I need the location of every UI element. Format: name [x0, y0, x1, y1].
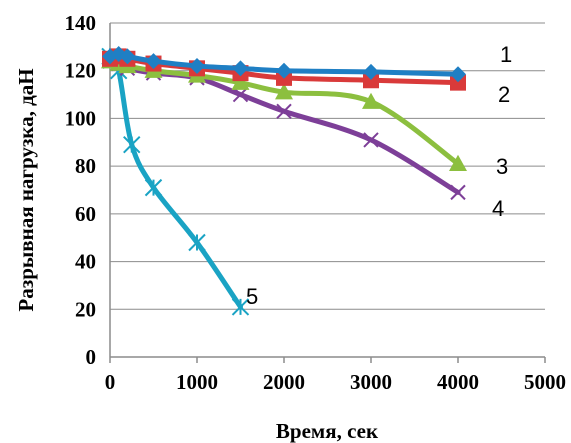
series-3-label: 3 — [496, 154, 508, 179]
y-axis-title: Разрывная нагрузка, даН — [14, 68, 38, 311]
series-1-label: 1 — [500, 42, 512, 67]
series-5-point — [123, 135, 141, 154]
series-1-point — [145, 53, 162, 70]
series-1-point — [189, 57, 205, 74]
series-2-point — [450, 74, 466, 91]
y-tick-label: 40 — [75, 250, 96, 274]
series-3-point — [362, 92, 380, 109]
series-1-point — [363, 63, 379, 80]
y-tick-label: 80 — [75, 154, 96, 178]
y-tick-label: 20 — [75, 297, 96, 321]
series-5-line — [107, 53, 243, 310]
series-2-label: 2 — [498, 82, 510, 107]
y-tick-label: 60 — [75, 202, 96, 226]
x-tick-label: 2000 — [263, 370, 305, 394]
series-1-point — [276, 62, 292, 79]
series-3-point — [275, 83, 293, 100]
series-4-point — [276, 103, 292, 119]
series-5-point — [188, 233, 206, 252]
y-tick-label: 120 — [65, 59, 97, 83]
x-tick-label: 5000 — [524, 370, 566, 394]
x-tick-label: 0 — [105, 370, 116, 394]
series-4-label: 4 — [492, 196, 504, 221]
axes: 0 20 40 60 80 100 120 140 0 1000 2000 3000 4000 5000 — [65, 11, 567, 394]
series-1 — [102, 46, 466, 83]
y-tick-label: 0 — [86, 345, 97, 369]
series-5-point — [144, 178, 163, 197]
series-3-point — [231, 73, 250, 90]
x-tick-label: 1000 — [176, 370, 218, 394]
series-4-point — [450, 184, 466, 201]
series-4-point — [232, 86, 249, 103]
series-2-point — [363, 72, 379, 89]
series-1-point — [232, 60, 249, 77]
x-axis-title: Время, сек — [276, 419, 379, 443]
x-tick-label: 4000 — [437, 370, 479, 394]
series-3-point — [449, 154, 467, 171]
series-4-point — [363, 132, 379, 148]
x-tick-label: 3000 — [350, 370, 392, 394]
labels: 1 2 3 4 5 — [246, 42, 512, 309]
y-tick-label: 100 — [65, 106, 97, 130]
series-5-point — [231, 298, 250, 316]
series-5-label: 5 — [246, 284, 258, 309]
series-group — [101, 46, 467, 316]
y-tick-label: 140 — [65, 11, 97, 35]
series-1-point — [119, 48, 136, 65]
series-1-point — [450, 66, 466, 83]
